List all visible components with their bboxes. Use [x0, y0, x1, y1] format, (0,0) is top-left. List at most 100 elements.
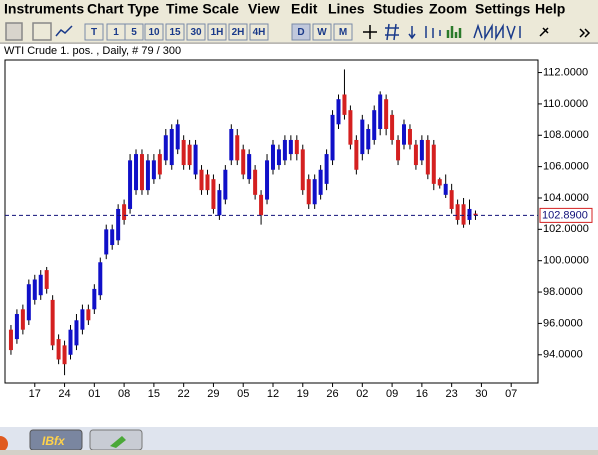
candle-body — [437, 179, 442, 186]
candle-body — [50, 299, 55, 346]
candle-body — [431, 144, 436, 184]
x-tick-label: 17 — [29, 388, 41, 400]
candle-body — [419, 139, 424, 161]
icon-tool[interactable] — [539, 27, 549, 37]
icon-bar[interactable] — [425, 26, 441, 38]
menu-item[interactable]: Time Scale — [166, 1, 239, 17]
timescale-button[interactable] — [124, 23, 144, 41]
timescale-button[interactable] — [186, 23, 206, 41]
candle-body — [110, 229, 115, 246]
candle-body — [157, 154, 162, 175]
candle-body — [145, 160, 150, 191]
timescale-button[interactable] — [84, 23, 104, 41]
candle-body — [288, 139, 293, 155]
menu-item[interactable]: Studies — [373, 1, 424, 17]
candle-body — [175, 124, 180, 150]
y-tick-label: 96.0000 — [543, 317, 583, 329]
timescale-button[interactable] — [165, 23, 185, 41]
candle-body — [104, 229, 109, 255]
timescale-button-label: 30 — [190, 27, 202, 38]
candle-body — [86, 309, 91, 321]
x-tick-label: 22 — [178, 388, 190, 400]
timescale-button[interactable] — [249, 23, 269, 41]
candle-body — [378, 94, 383, 129]
timescale-button[interactable] — [228, 23, 248, 41]
candle-body — [68, 329, 73, 355]
candle-body — [342, 94, 347, 115]
x-tick-label: 30 — [475, 388, 487, 400]
candle-body — [348, 110, 353, 145]
start-orb[interactable] — [0, 436, 8, 452]
candle-body — [259, 194, 264, 216]
icon-line[interactable] — [55, 25, 73, 37]
candle-body — [199, 169, 204, 191]
x-tick-label: 08 — [118, 388, 130, 400]
icon-arrow[interactable] — [408, 26, 416, 40]
taskbar-app-label: IBfx — [42, 434, 66, 448]
candle-body — [229, 128, 234, 161]
icon-crosshair[interactable] — [363, 25, 377, 39]
candle-body — [336, 99, 341, 125]
candle-body — [354, 139, 359, 170]
icon-bars[interactable] — [5, 22, 23, 41]
candle-body — [134, 154, 139, 191]
timescale-button[interactable] — [333, 23, 353, 41]
timescale-button[interactable] — [144, 23, 164, 41]
candle-body — [324, 154, 329, 184]
menu-item[interactable]: Zoom — [429, 1, 467, 17]
taskbar — [0, 427, 598, 450]
timescale-button[interactable] — [207, 23, 227, 41]
candle-body — [151, 160, 156, 180]
candle-body — [390, 114, 395, 140]
candle-body — [14, 314, 19, 340]
timescale-button-label: 15 — [169, 27, 181, 38]
icon-volume[interactable] — [446, 26, 462, 38]
timescale-button[interactable] — [291, 23, 311, 41]
x-tick-label: 16 — [416, 388, 428, 400]
candle-body — [402, 124, 407, 145]
menu-item[interactable]: Settings — [475, 1, 530, 17]
toolbar-icons — [5, 22, 591, 41]
y-tick-label: 106.0000 — [543, 161, 589, 173]
icon-candles[interactable] — [32, 22, 52, 41]
menu-item[interactable]: Lines — [328, 1, 365, 17]
candle-body — [467, 208, 472, 220]
timescale-button-label: 1 — [113, 27, 119, 38]
candle-body — [98, 262, 103, 296]
x-tick-label: 26 — [326, 388, 338, 400]
timescale-button-label: 5 — [131, 27, 137, 38]
candle-body — [443, 183, 448, 195]
icon-studies[interactable] — [473, 23, 521, 41]
candle-body — [413, 144, 418, 166]
menu-item[interactable]: Edit — [291, 1, 318, 17]
candle-body — [92, 288, 97, 310]
timescale-button-label: 2H — [232, 27, 245, 38]
current-price-label: 102.8900 — [542, 209, 588, 221]
candle-body — [128, 160, 133, 209]
y-tick-label: 100.0000 — [543, 255, 589, 267]
candle-body — [247, 154, 252, 180]
menu-item[interactable]: View — [248, 1, 280, 17]
timescale-button-label: 10 — [148, 27, 160, 38]
candle-body — [235, 135, 240, 161]
timescale-button[interactable] — [312, 23, 332, 41]
candle-body — [20, 309, 25, 330]
y-tick-label: 112.0000 — [543, 66, 588, 78]
timescale-button-label: 1H — [211, 27, 224, 38]
y-tick-label: 104.0000 — [543, 192, 589, 204]
x-tick-label: 02 — [356, 388, 368, 400]
candle-body — [80, 309, 85, 330]
candle-body — [187, 144, 192, 166]
x-tick-label: 29 — [207, 388, 219, 400]
menu-item[interactable]: Help — [535, 1, 565, 17]
candle-body — [253, 169, 258, 195]
icon-grid[interactable] — [385, 23, 399, 41]
candle-body — [8, 329, 13, 351]
timescale-button-label: 4H — [253, 27, 266, 38]
x-tick-label: 15 — [148, 388, 160, 400]
menu-item[interactable]: Chart Type — [87, 1, 159, 17]
candle-body — [169, 128, 174, 166]
icon-more[interactable] — [579, 28, 591, 38]
menu-item[interactable]: Instruments — [4, 1, 84, 17]
candle-body — [425, 139, 430, 175]
